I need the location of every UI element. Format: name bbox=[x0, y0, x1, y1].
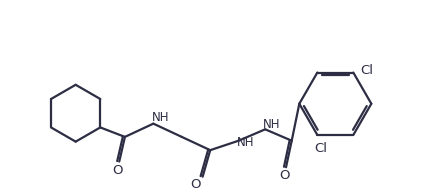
Text: Cl: Cl bbox=[314, 142, 328, 155]
Text: O: O bbox=[279, 169, 290, 182]
Text: O: O bbox=[190, 178, 200, 191]
Text: O: O bbox=[112, 164, 123, 177]
Text: NH: NH bbox=[263, 118, 281, 131]
Text: NH: NH bbox=[152, 111, 170, 123]
Text: NH: NH bbox=[236, 136, 254, 149]
Text: Cl: Cl bbox=[360, 64, 373, 77]
